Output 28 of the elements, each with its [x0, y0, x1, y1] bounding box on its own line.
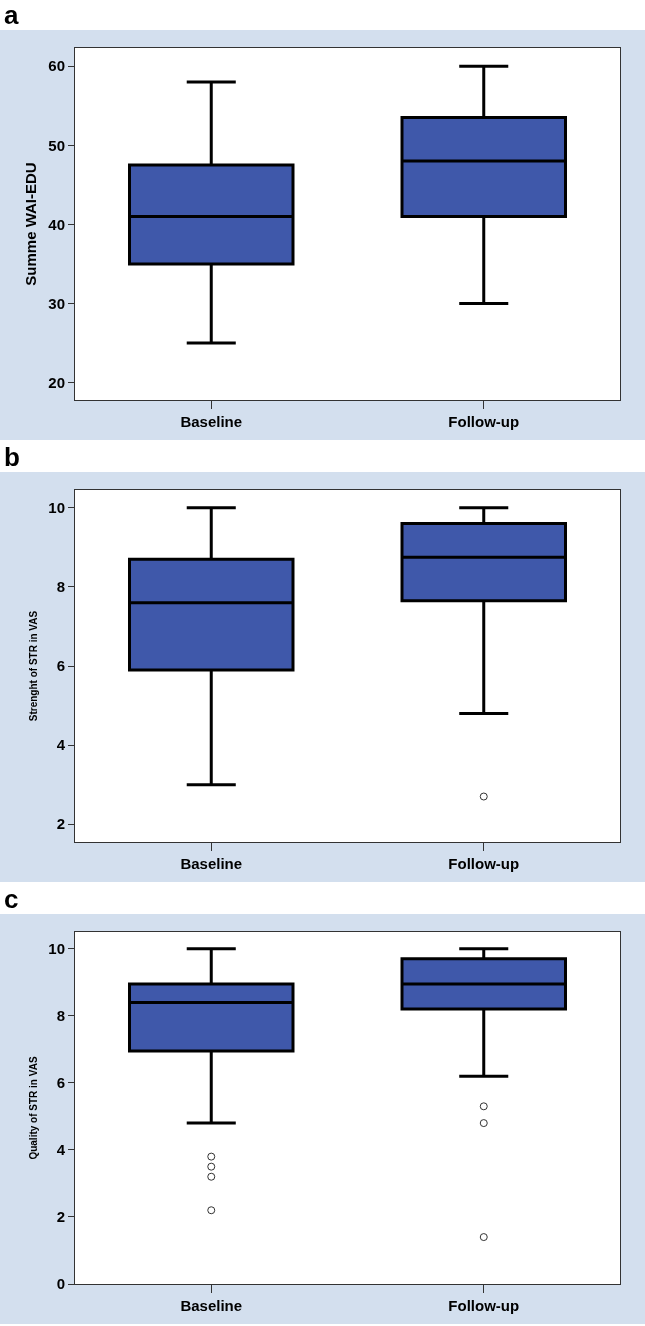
y-tick-label: 40 [48, 215, 65, 233]
y-axis-title: Strenght of STR in VAS [28, 610, 40, 722]
x-tick-label: Follow-up [448, 413, 520, 430]
x-tick-label: Follow-up [448, 1297, 520, 1314]
y-tick-label: 8 [56, 578, 65, 596]
x-tick-label: Baseline [180, 855, 243, 872]
chart-title: c [3, 884, 20, 914]
y-tick-label: 0 [56, 1275, 65, 1293]
y-tick-label: 10 [48, 940, 65, 958]
y-tick-label: 8 [56, 1007, 65, 1025]
y-tick-label: 4 [56, 1141, 66, 1159]
x-tick-label: Follow-up [448, 855, 520, 872]
y-tick-label: 6 [56, 1074, 65, 1092]
y-tick-label: 30 [48, 294, 65, 312]
y-axis-title: Quality of STR in VAS [28, 1056, 40, 1160]
y-tick-label: 4 [56, 736, 66, 754]
y-tick-label: 2 [56, 815, 65, 833]
x-tick-label: Baseline [180, 413, 243, 430]
y-tick-label: 60 [48, 57, 65, 75]
y-tick-label: 10 [48, 499, 65, 517]
y-axis-title: Summe WAI-EDU [21, 162, 39, 286]
x-tick-label: Baseline [180, 1297, 243, 1314]
y-tick-label: 20 [48, 373, 65, 391]
chart-title: b [3, 442, 21, 472]
y-tick-label: 2 [56, 1208, 65, 1226]
chart-title: a [3, 0, 20, 30]
y-tick-label: 50 [48, 136, 65, 154]
y-tick-label: 6 [56, 657, 65, 675]
